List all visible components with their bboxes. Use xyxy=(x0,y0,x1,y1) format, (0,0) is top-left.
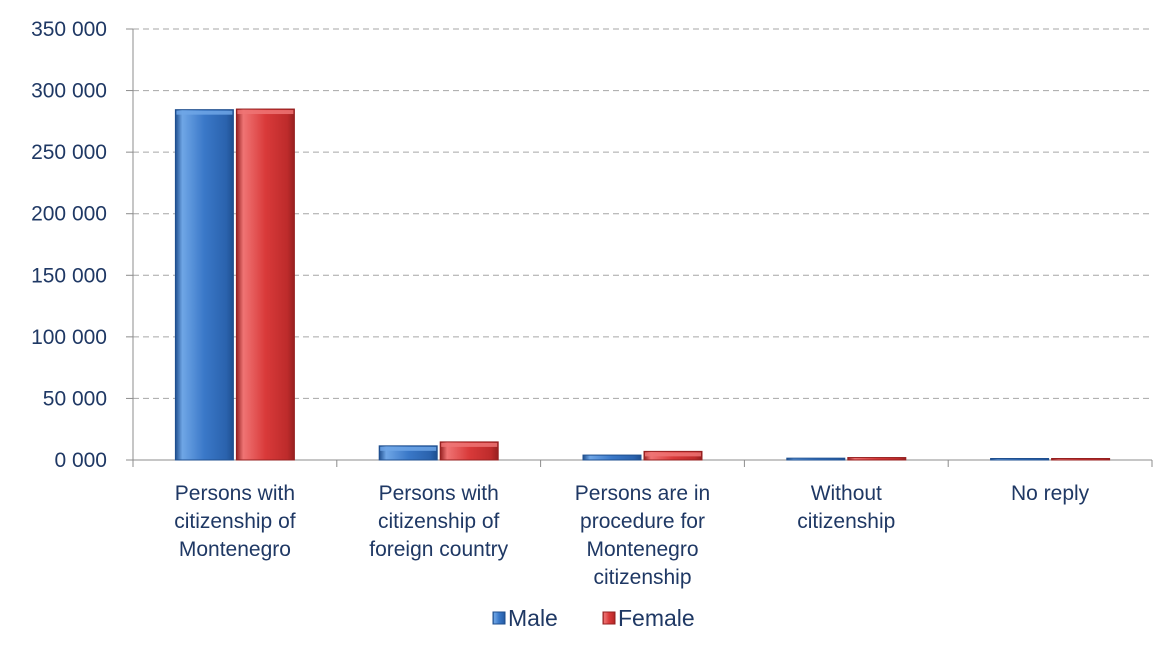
bar-male-4 xyxy=(990,458,1050,461)
x-category-label-line: procedure for xyxy=(580,510,705,533)
x-category-label-line: Montenegro xyxy=(179,538,291,561)
legend-swatch xyxy=(602,611,616,625)
bar-female-0 xyxy=(235,108,295,461)
bar-body xyxy=(174,109,234,461)
y-tick-label: 350 000 xyxy=(31,18,107,41)
bar-body xyxy=(582,454,642,461)
bars xyxy=(174,108,1111,461)
x-category-label: Without citizenship xyxy=(797,482,895,533)
x-category-label: Persons with citizenship of Montenegro xyxy=(174,482,296,561)
legend: Male Female xyxy=(492,605,695,631)
x-category-label-line: Persons are in xyxy=(575,482,710,505)
bar-top-highlight xyxy=(176,110,233,115)
x-category-label-line: foreign country xyxy=(369,538,508,561)
x-category-label-line: Persons with xyxy=(379,482,499,505)
bar-female-1 xyxy=(439,441,499,461)
y-tick-labels: 0 000 50 000 100 000 150 000 200 000 250 000 3… xyxy=(31,18,107,472)
bar-top-highlight xyxy=(380,446,437,451)
legend-label: Female xyxy=(618,605,695,631)
axes xyxy=(126,28,1153,467)
x-category-label-line: Montenegro xyxy=(586,538,698,561)
category-labels: Persons with citizenship of MontenegroPers… xyxy=(174,482,1089,589)
y-tick-label: 0 000 xyxy=(54,449,107,472)
bar-top-highlight xyxy=(441,442,498,447)
x-category-label-line: citizenship of xyxy=(174,510,296,533)
x-category-label-line: Without xyxy=(811,482,882,505)
bar-top-highlight xyxy=(645,452,701,457)
x-category-label-line: citizenship xyxy=(797,510,895,533)
legend-item-male: Male xyxy=(492,605,558,631)
y-tick-label: 300 000 xyxy=(31,80,107,103)
bar-body xyxy=(235,108,295,461)
x-category-label-line: citizenship of xyxy=(378,510,500,533)
x-category-label: Persons with citizenship of foreign countr… xyxy=(369,482,508,561)
bar-female-4 xyxy=(1051,458,1111,461)
x-category-label-line: Persons with xyxy=(175,482,295,505)
y-tick-label: 250 000 xyxy=(31,141,107,164)
bar-female-2 xyxy=(643,450,703,461)
bar-female-3 xyxy=(847,457,907,461)
legend-item-female: Female xyxy=(602,605,695,631)
x-category-label: No reply xyxy=(1011,482,1090,505)
bar-body xyxy=(786,457,846,461)
legend-label: Male xyxy=(508,605,558,631)
y-tick-label: 150 000 xyxy=(31,264,107,287)
bar-body xyxy=(1051,458,1111,461)
bar-body xyxy=(847,457,907,461)
bar-top-highlight xyxy=(237,110,294,115)
bar-male-3 xyxy=(786,457,846,461)
bar-body xyxy=(990,458,1050,461)
bar-male-2 xyxy=(582,454,642,461)
bar-male-0 xyxy=(174,109,234,461)
x-category-label-line: No reply xyxy=(1011,482,1090,505)
y-tick-label: 50 000 xyxy=(43,387,107,410)
x-category-label: Persons are in procedure for Montenegro cit… xyxy=(575,482,710,589)
y-tick-label: 100 000 xyxy=(31,326,107,349)
legend-swatch xyxy=(492,611,506,625)
bar-male-1 xyxy=(378,445,438,461)
y-tick-label: 200 000 xyxy=(31,203,107,226)
x-category-label-line: citizenship xyxy=(593,566,691,589)
